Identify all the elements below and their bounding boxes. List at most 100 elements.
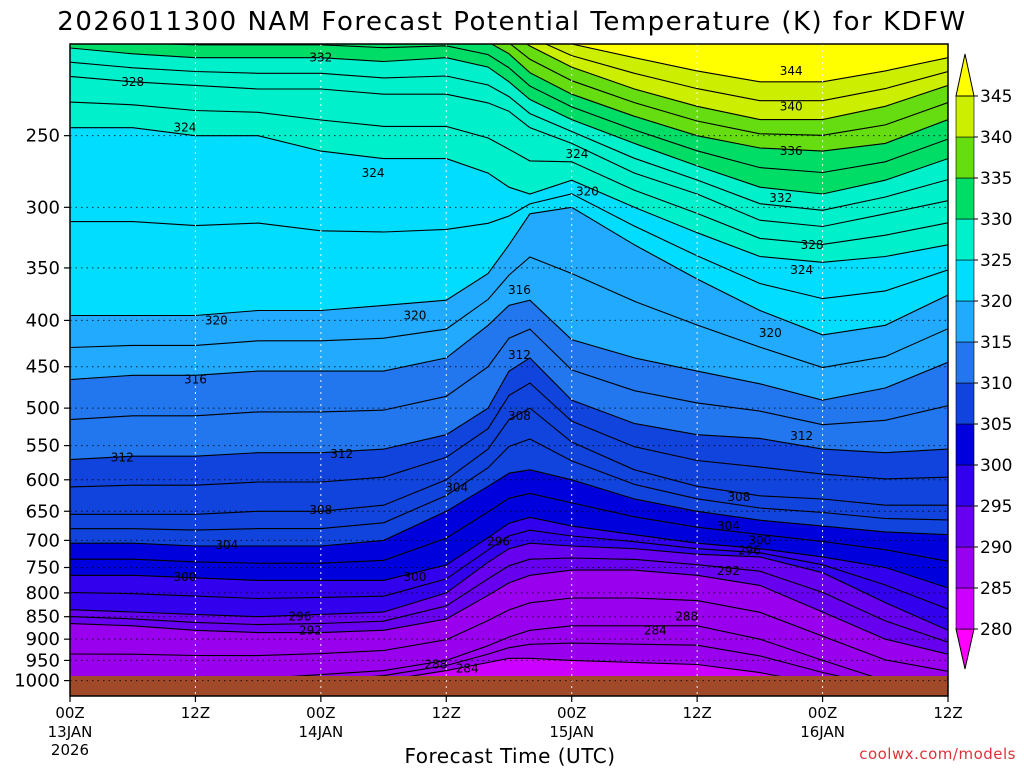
contour-label: 340 bbox=[780, 99, 803, 113]
isentrope-314 bbox=[70, 328, 948, 426]
colorbar-label: 330 bbox=[980, 210, 1012, 230]
contour-label: 304 bbox=[445, 481, 468, 495]
colorbar: 280 285 290 295 300 305 310 315 320 325 330 335 340 3… bbox=[955, 53, 1012, 670]
colorbar-band bbox=[955, 218, 975, 261]
x-tick-label: 12Z bbox=[432, 704, 461, 722]
isentrope-344 bbox=[570, 44, 948, 83]
band-344 bbox=[571, 44, 948, 82]
y-tick-label: 550 bbox=[26, 436, 60, 457]
credit-link[interactable]: coolwx.com/models bbox=[859, 745, 1016, 763]
x-tick-label: 12Z bbox=[181, 704, 210, 722]
isentrope-320 bbox=[70, 206, 948, 336]
theta-fill-bands bbox=[70, 44, 948, 676]
isentrope-302 bbox=[70, 492, 948, 564]
isentrope-328 bbox=[70, 75, 948, 228]
contour-label: 312 bbox=[508, 348, 531, 362]
contour-label: 312 bbox=[790, 429, 813, 443]
colorbar-label: 315 bbox=[980, 333, 1012, 353]
x-tick-label: 00Z bbox=[808, 704, 837, 722]
contour-label: 292 bbox=[717, 564, 740, 578]
y-tick-label: 950 bbox=[26, 650, 60, 671]
colorbar-band bbox=[955, 259, 975, 302]
isentrope-332 bbox=[70, 47, 948, 195]
contour-label: 324 bbox=[790, 263, 813, 277]
isentrope-316 bbox=[70, 299, 948, 401]
isentrope-334 bbox=[150, 44, 948, 174]
x-axis-label: Forecast Time (UTC) bbox=[404, 744, 615, 768]
isentrope-298 bbox=[70, 529, 948, 610]
isentrope-296 bbox=[70, 542, 948, 631]
contour-label: 300 bbox=[748, 533, 771, 547]
isentrope-294 bbox=[70, 557, 948, 643]
colorbar-label: 310 bbox=[980, 374, 1012, 394]
contour-label: 316 bbox=[508, 283, 531, 297]
contour-label: 296 bbox=[288, 610, 311, 624]
contour-label: 284 bbox=[456, 662, 479, 676]
x-tick-date: 14JAN bbox=[298, 723, 343, 741]
x-tick-label: 00Z bbox=[306, 704, 335, 722]
contour-label: 292 bbox=[299, 623, 322, 637]
contour-label: 300 bbox=[174, 570, 197, 584]
x-tick-label: 12Z bbox=[933, 704, 962, 722]
contour-label: 320 bbox=[403, 308, 426, 322]
contour-labels: 328 332 324 324 324 320 344 340 336 332 328 324 320 3… bbox=[111, 51, 824, 676]
colorbar-band bbox=[955, 587, 975, 630]
y-tick-label: 700 bbox=[26, 530, 60, 551]
isentrope-292 bbox=[70, 569, 948, 655]
isentrope-304 bbox=[70, 469, 948, 547]
y-tick-label: 250 bbox=[26, 126, 60, 147]
colorbar-label: 345 bbox=[980, 87, 1012, 107]
colorbar-label: 300 bbox=[980, 456, 1012, 476]
isentrope-338 bbox=[509, 44, 948, 136]
contour-label: 324 bbox=[565, 147, 588, 161]
contour-label: 324 bbox=[362, 166, 385, 180]
contour-label: 312 bbox=[330, 447, 353, 461]
colorbar-band bbox=[955, 382, 975, 425]
isentrope-326 bbox=[70, 101, 948, 245]
contour-label: 320 bbox=[576, 184, 599, 198]
isentrope-340 bbox=[525, 44, 948, 121]
colorbar-label: 325 bbox=[980, 251, 1012, 271]
y-tick-label: 300 bbox=[26, 197, 60, 218]
isentrope-288 bbox=[290, 625, 873, 676]
plot-frame bbox=[69, 43, 949, 697]
contour-label: 320 bbox=[759, 326, 782, 340]
x-tick-label: 00Z bbox=[557, 704, 586, 722]
y-tick-label: 850 bbox=[26, 607, 60, 628]
y-axis-ticks: 2503003504004505005506006507007508008509… bbox=[14, 126, 70, 692]
colorbar-band bbox=[955, 341, 975, 384]
isentrope-318 bbox=[70, 256, 948, 369]
colorbar-band bbox=[955, 505, 975, 548]
contour-label: 308 bbox=[727, 490, 750, 504]
colorbar-band bbox=[955, 177, 975, 220]
contour-label: 332 bbox=[769, 191, 792, 205]
colorbar-band bbox=[955, 300, 975, 343]
isentrope-286 bbox=[371, 642, 841, 676]
isentrope-lines bbox=[70, 44, 948, 676]
contour-label: 300 bbox=[403, 570, 426, 584]
isentrope-312 bbox=[70, 357, 948, 461]
grid-lines bbox=[70, 44, 948, 696]
colorbar-band bbox=[955, 464, 975, 507]
colorbar-label: 295 bbox=[980, 497, 1012, 517]
isentrope-300 bbox=[70, 516, 948, 589]
isentrope-308 bbox=[70, 407, 948, 515]
colorbar-label: 335 bbox=[980, 169, 1012, 189]
isentrope-310 bbox=[70, 382, 948, 488]
contour-label: 288 bbox=[675, 610, 698, 624]
isentrope-306 bbox=[70, 438, 948, 531]
contour-label: 324 bbox=[174, 121, 197, 135]
contour-label: 308 bbox=[508, 409, 531, 423]
colorbar-label: 285 bbox=[980, 579, 1012, 599]
contour-label: 316 bbox=[184, 373, 207, 387]
contour-label: 328 bbox=[121, 75, 144, 89]
isentrope-284 bbox=[408, 657, 781, 676]
colorbar-label: 290 bbox=[980, 538, 1012, 558]
chart-title: 2026011300 NAM Forecast Potential Temper… bbox=[57, 7, 966, 37]
colorbar-band bbox=[955, 95, 975, 138]
y-tick-label: 900 bbox=[26, 629, 60, 650]
x-tick-date: 15JAN bbox=[549, 723, 594, 741]
y-tick-label: 350 bbox=[26, 258, 60, 279]
